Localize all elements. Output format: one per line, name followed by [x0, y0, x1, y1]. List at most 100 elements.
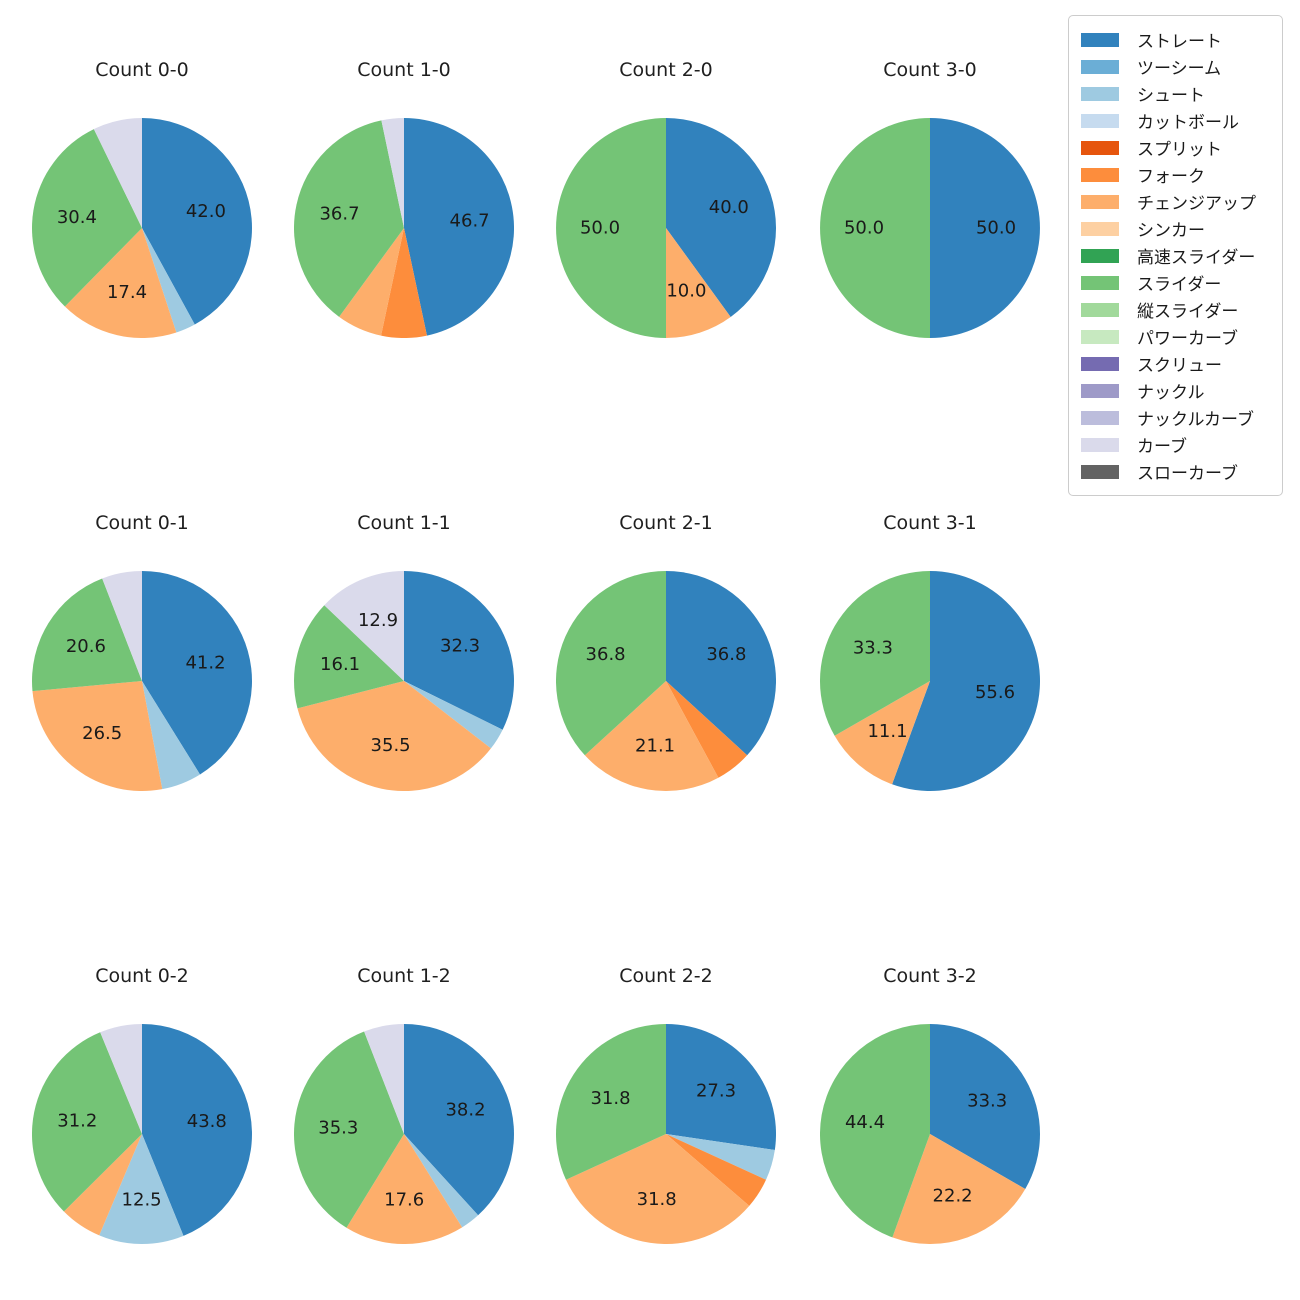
legend-item: チェンジアップ: [1081, 188, 1282, 215]
pie-slice-label: 50.0: [976, 218, 1016, 239]
pie-slice-label: 26.5: [82, 723, 122, 744]
legend-swatch: [1081, 464, 1119, 479]
legend-label: シンカー: [1137, 221, 1205, 241]
pie-slice: [294, 605, 404, 709]
pie-slice-label: 20.6: [66, 636, 106, 657]
pie-cell-count-3-1: Count 3-1 55.6 11.1 33.3: [808, 511, 1052, 791]
legend-item: パワーカーブ: [1081, 323, 1282, 350]
legend-label: スクリュー: [1137, 356, 1222, 376]
legend-label: 高速スライダー: [1137, 248, 1256, 268]
pie-slice: [294, 1031, 404, 1228]
legend-label: フォーク: [1137, 167, 1205, 187]
legend-item: ナックルカーブ: [1081, 404, 1282, 431]
pie-slice: [364, 1024, 404, 1134]
pie-chart-count-2-2: 27.3 31.8 31.8: [556, 1024, 776, 1244]
pie-slice-label: 46.7: [450, 211, 490, 232]
pie-slice: [892, 1134, 1026, 1244]
pie-slice: [404, 118, 514, 336]
pie-slice: [32, 129, 142, 307]
legend-swatch: [1081, 329, 1119, 344]
pie-slice-label: 31.8: [590, 1088, 630, 1109]
pie-slice-label: 50.0: [844, 218, 884, 239]
legend-item: シュート: [1081, 80, 1282, 107]
pie-cell-count-2-1: Count 2-1 36.8 21.1 36.8: [544, 511, 788, 791]
pie-slice-label: 30.4: [57, 207, 97, 228]
pie-slice: [324, 571, 404, 681]
pie-slice: [666, 228, 731, 338]
pie-cell-count-1-0: Count 1-0 46.7 36.7: [282, 58, 526, 338]
pie-cell-count-0-0: Count 0-0 42.0 17.4 30.4: [20, 58, 264, 338]
legend-item: ツーシーム: [1081, 53, 1282, 80]
legend-label: チェンジアップ: [1137, 194, 1256, 214]
pie-slice: [666, 1134, 775, 1180]
pie-slice: [666, 1134, 767, 1206]
pie-chart-count-1-1: 32.3 35.5 16.1 12.9: [294, 571, 514, 791]
legend-label: ナックル: [1137, 383, 1205, 403]
legend-swatch: [1081, 356, 1119, 371]
pie-cell-count-0-1: Count 0-1 41.2 26.5 20.6: [20, 511, 264, 791]
pie-cell-count-2-2: Count 2-2 27.3 31.8 31.8: [544, 964, 788, 1244]
pie-title: Count 0-0: [95, 59, 189, 81]
pie-slice: [339, 228, 404, 336]
legend-swatch: [1081, 32, 1119, 47]
pie-slice: [404, 1134, 479, 1228]
pie-slice-label: 36.7: [319, 204, 359, 225]
legend-item: ストレート: [1081, 26, 1282, 53]
pie-slice: [666, 118, 776, 317]
legend-swatch: [1081, 248, 1119, 263]
pie-slice-label: 17.6: [384, 1190, 424, 1211]
pie-slice: [63, 1134, 142, 1236]
pie-slice-label: 31.2: [57, 1110, 97, 1131]
legend-swatch: [1081, 167, 1119, 182]
pie-slice: [834, 681, 930, 785]
pie-chart-count-0-0: 42.0 17.4 30.4: [32, 118, 252, 338]
legend-label: シュート: [1137, 86, 1205, 106]
legend-label: スローカーブ: [1137, 464, 1238, 484]
pie-slice-label: 17.4: [107, 282, 147, 303]
pie-slice: [297, 681, 491, 791]
pie-slice-label: 35.3: [318, 1118, 358, 1139]
pie-slice: [584, 681, 719, 791]
legend-swatch: [1081, 140, 1119, 155]
pie-slice-label: 41.2: [185, 652, 225, 673]
pie-slice-label: 33.3: [853, 637, 893, 658]
legend-swatch: [1081, 86, 1119, 101]
pie-chart-count-2-1: 36.8 21.1 36.8: [556, 571, 776, 791]
legend-swatch: [1081, 275, 1119, 290]
pie-slice-label: 43.8: [187, 1111, 227, 1132]
pie-title: Count 0-2: [95, 965, 189, 987]
legend-label: スライダー: [1137, 275, 1222, 295]
pie-slice: [556, 1024, 666, 1180]
pie-slice: [142, 228, 195, 333]
pie-slice-label: 31.8: [637, 1189, 677, 1210]
pie-slice-label: 21.1: [635, 736, 675, 757]
pie-slice-label: 33.3: [967, 1091, 1007, 1112]
legend-label: パワーカーブ: [1137, 329, 1238, 349]
legend-item: フォーク: [1081, 161, 1282, 188]
legend-item: スプリット: [1081, 134, 1282, 161]
legend-item: スクリュー: [1081, 350, 1282, 377]
pie-slice-label: 38.2: [445, 1100, 485, 1121]
legend-item: スライダー: [1081, 269, 1282, 296]
pie-slice: [666, 1024, 776, 1151]
pie-chart-count-0-1: 41.2 26.5 20.6: [32, 571, 252, 791]
pie-slice: [565, 1134, 750, 1244]
pie-slice: [404, 571, 514, 730]
legend-swatch: [1081, 194, 1119, 209]
pie-slice: [556, 571, 666, 756]
pie-title: Count 0-1: [95, 512, 189, 534]
legend-swatch: [1081, 302, 1119, 317]
pie-slice-label: 10.0: [666, 280, 706, 301]
pie-slice-label: 36.8: [586, 644, 626, 665]
pie-title: Count 1-1: [357, 512, 451, 534]
pie-slice: [93, 118, 142, 228]
pie-slice: [820, 1024, 930, 1238]
pie-title: Count 3-0: [883, 59, 977, 81]
legend-label: ストレート: [1137, 32, 1222, 52]
pie-slice: [666, 681, 748, 778]
pie-chart-count-0-2: 43.8 12.5 31.2: [32, 1024, 252, 1244]
legend-swatch: [1081, 410, 1119, 425]
legend-item: 高速スライダー: [1081, 242, 1282, 269]
pie-slice: [820, 571, 930, 736]
